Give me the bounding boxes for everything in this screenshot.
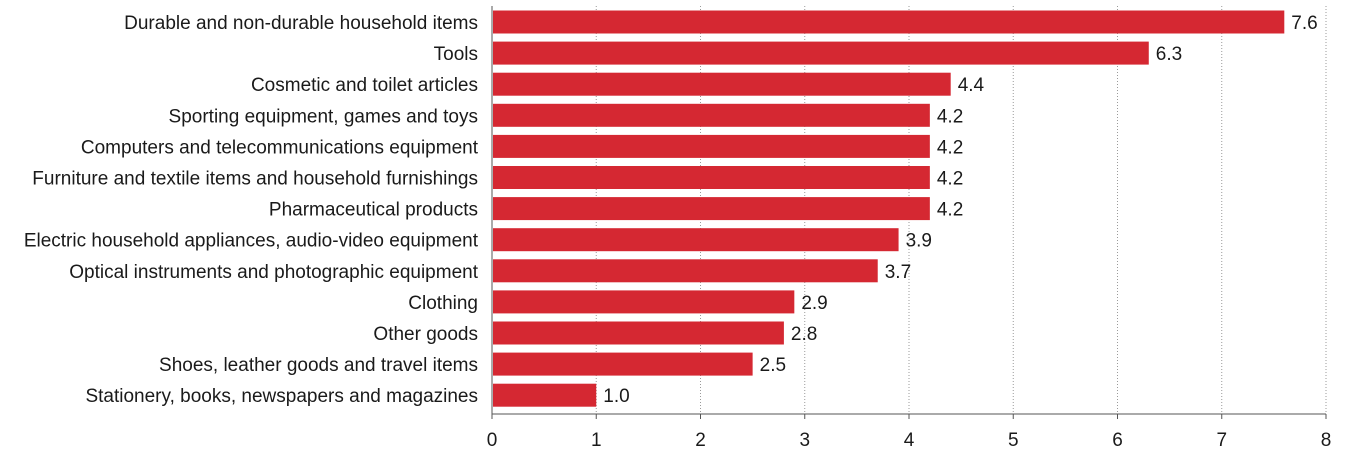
value-label: 2.8 [791, 324, 817, 345]
bar [493, 197, 930, 221]
value-label: 7.6 [1291, 13, 1317, 34]
category-label: Computers and telecommunications equipme… [81, 137, 479, 158]
category-label: Pharmaceutical products [269, 200, 478, 221]
bar [493, 41, 1149, 65]
category-label: Tools [434, 44, 478, 65]
x-tick-label: 0 [487, 430, 498, 451]
value-label: 1.0 [603, 386, 629, 407]
bar [493, 290, 795, 314]
x-tick-label: 3 [799, 430, 810, 451]
x-tick-label: 7 [1216, 430, 1227, 451]
x-tick-label: 1 [591, 430, 602, 451]
bar [493, 259, 878, 283]
category-label: Stationery, books, newspapers and magazi… [85, 386, 478, 407]
x-tick-label: 5 [1008, 430, 1019, 451]
value-label: 4.2 [937, 137, 963, 158]
x-tick-label: 4 [904, 430, 915, 451]
category-label: Clothing [408, 293, 478, 314]
category-label: Sporting equipment, games and toys [169, 106, 478, 127]
bar [493, 166, 930, 189]
category-label: Electric household appliances, audio-vid… [24, 231, 479, 252]
category-labels: Durable and non-durable household items T… [24, 13, 479, 407]
bar [493, 321, 784, 345]
category-label: Other goods [373, 324, 478, 345]
bar [493, 103, 930, 127]
bar [493, 134, 930, 158]
value-label: 3.7 [885, 262, 911, 283]
category-label: Cosmetic and toilet articles [251, 75, 478, 96]
value-label: 4.2 [937, 200, 963, 221]
x-tick-label: 2 [695, 430, 706, 451]
bar [493, 383, 597, 407]
x-tick-label: 6 [1112, 430, 1123, 451]
value-label: 4.4 [958, 75, 985, 96]
bars [493, 10, 1285, 407]
value-labels: 7.66.34.44.24.24.24.23.93.72.92.82.51.0 [603, 13, 1317, 407]
value-label: 3.9 [906, 231, 932, 252]
value-label: 4.2 [937, 169, 963, 190]
bar [493, 352, 753, 376]
x-axis: 0 1 2 3 4 5 6 7 8 [487, 6, 1332, 451]
category-label: Furniture and textile items and househol… [32, 169, 478, 190]
bar [493, 228, 899, 252]
category-label: Shoes, leather goods and travel items [159, 355, 478, 376]
category-label: Durable and non-durable household items [124, 13, 478, 34]
category-label: Optical instruments and photographic equ… [69, 262, 478, 283]
value-label: 6.3 [1156, 44, 1182, 65]
value-label: 2.5 [760, 355, 786, 376]
value-label: 2.9 [801, 293, 827, 314]
value-label: 4.2 [937, 106, 963, 127]
bar [493, 72, 951, 96]
bar [493, 10, 1285, 34]
x-tick-label: 8 [1321, 430, 1332, 451]
